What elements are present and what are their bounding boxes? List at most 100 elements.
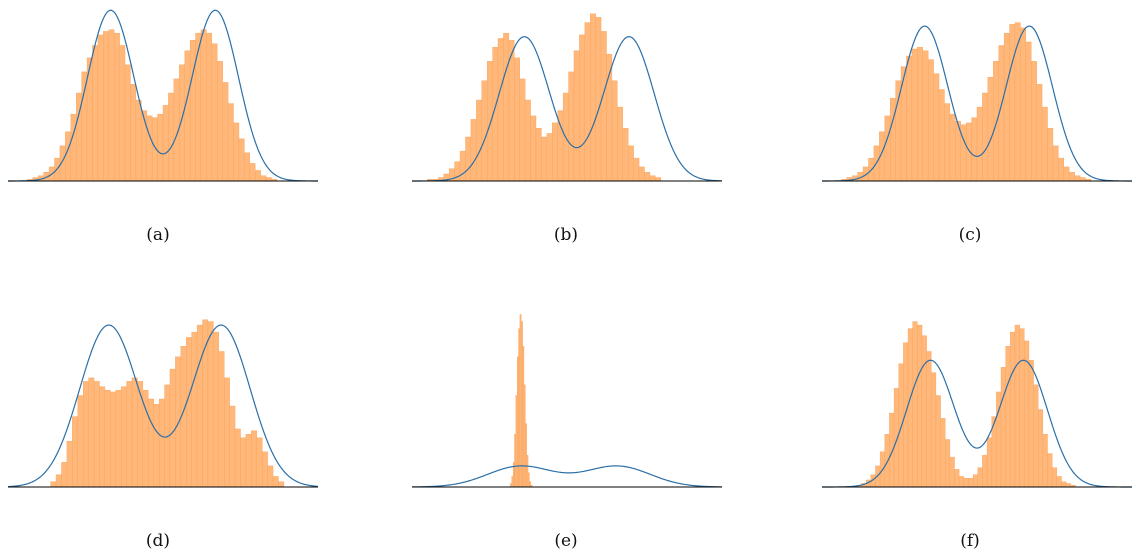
density-curve (822, 25, 1132, 182)
histogram-bar (993, 61, 999, 182)
histogram-bar (595, 17, 602, 182)
histogram-bar (255, 170, 261, 182)
histogram-bar (1019, 328, 1025, 488)
histogram-bar (944, 103, 951, 182)
histogram-bar (262, 451, 268, 488)
histogram-bar (940, 418, 946, 488)
histogram-bar (573, 50, 580, 182)
histogram-bar (976, 106, 983, 182)
histogram-bar (1056, 476, 1062, 488)
histogram-bar (963, 478, 969, 488)
histogram-bar (1063, 166, 1070, 182)
histogram-bar (224, 377, 230, 488)
histogram-bar (890, 98, 896, 182)
histogram-bar (196, 324, 203, 488)
histogram-bar (568, 71, 575, 182)
histogram-bar (945, 439, 951, 488)
histogram-bar (195, 32, 202, 182)
histogram-bar (211, 43, 218, 182)
density-curve (7, 324, 319, 488)
histogram-bar (99, 386, 106, 488)
histogram-bar (470, 119, 477, 182)
histogram-bar (104, 390, 111, 488)
histogram-bar (207, 321, 214, 488)
histogram-bar (103, 31, 109, 182)
histogram-bar (584, 22, 591, 182)
histogram-bar (202, 319, 209, 488)
histogram-bar (81, 71, 88, 182)
histogram-bar (611, 80, 618, 182)
histogram-bar (82, 381, 89, 488)
histogram-bar (617, 106, 624, 182)
histogram-bar (982, 455, 988, 488)
histogram-bar (189, 40, 196, 182)
histogram-bar (1079, 177, 1086, 182)
histogram-bar (265, 177, 272, 182)
histogram-bar (1058, 157, 1065, 182)
histogram-bar (530, 115, 537, 182)
histogram-bar (227, 103, 234, 182)
histogram-bar (251, 430, 257, 488)
histogram-bar (633, 157, 640, 182)
density-curve (8, 9, 318, 182)
histogram-bar (267, 465, 274, 488)
histogram-bar (1009, 24, 1016, 182)
histogram-bar (524, 99, 531, 182)
histogram-bar (514, 434, 517, 488)
histogram-bar (1003, 32, 1010, 182)
histogram-bar (546, 133, 553, 182)
histogram-bar (260, 175, 267, 182)
histogram-bar (168, 92, 175, 182)
histogram-bar (987, 76, 994, 182)
histogram-bar (55, 474, 62, 488)
histogram-bar (921, 335, 927, 488)
histogram-bar (124, 64, 131, 182)
histogram-bar (70, 113, 77, 182)
histogram-bar (131, 377, 138, 488)
histogram-bar (278, 481, 285, 488)
histogram-bar (113, 32, 120, 182)
panel-d (7, 319, 319, 488)
panel-label-c: (c) (958, 225, 982, 245)
histogram-bar (907, 328, 913, 488)
histogram-bar (229, 405, 236, 488)
histogram-bar (218, 351, 225, 488)
histogram-bar (162, 105, 169, 182)
histogram-bar (1065, 483, 1071, 488)
histogram-bar (958, 476, 965, 488)
histogram-bar (968, 478, 974, 488)
histogram-bar (1038, 409, 1044, 488)
histogram-bar (476, 99, 482, 182)
histogram-bar (644, 171, 651, 182)
histogram-bar (912, 321, 918, 488)
histogram-bar (949, 456, 955, 488)
histogram-bar (1005, 346, 1011, 488)
histogram-bar (514, 57, 520, 182)
histogram-bar (884, 434, 890, 488)
histogram-bar (72, 416, 78, 488)
panel-label-d: (d) (145, 531, 171, 551)
histogram-bar (649, 175, 656, 182)
histogram-bar (115, 390, 122, 488)
histogram-bar (1031, 61, 1037, 182)
histogram-bar (120, 386, 127, 488)
histogram-bar (153, 404, 160, 488)
histogram-bar (519, 78, 526, 182)
histogram-bar (521, 321, 523, 488)
histogram-bar (169, 368, 176, 488)
histogram-bar (911, 48, 918, 182)
histogram-bar (206, 32, 213, 182)
histogram-bar (927, 59, 934, 182)
histogram-bar (954, 469, 960, 488)
histogram-bar (249, 163, 256, 182)
histogram-bar (622, 127, 629, 182)
histogram-bar (238, 138, 245, 182)
histogram-bar (119, 45, 126, 182)
histogram-bar (256, 437, 263, 488)
density-curve (411, 465, 723, 488)
histogram-bar (972, 474, 978, 488)
histogram-bar (61, 462, 68, 488)
histogram-bar (938, 89, 945, 182)
histogram-bar (108, 29, 115, 182)
